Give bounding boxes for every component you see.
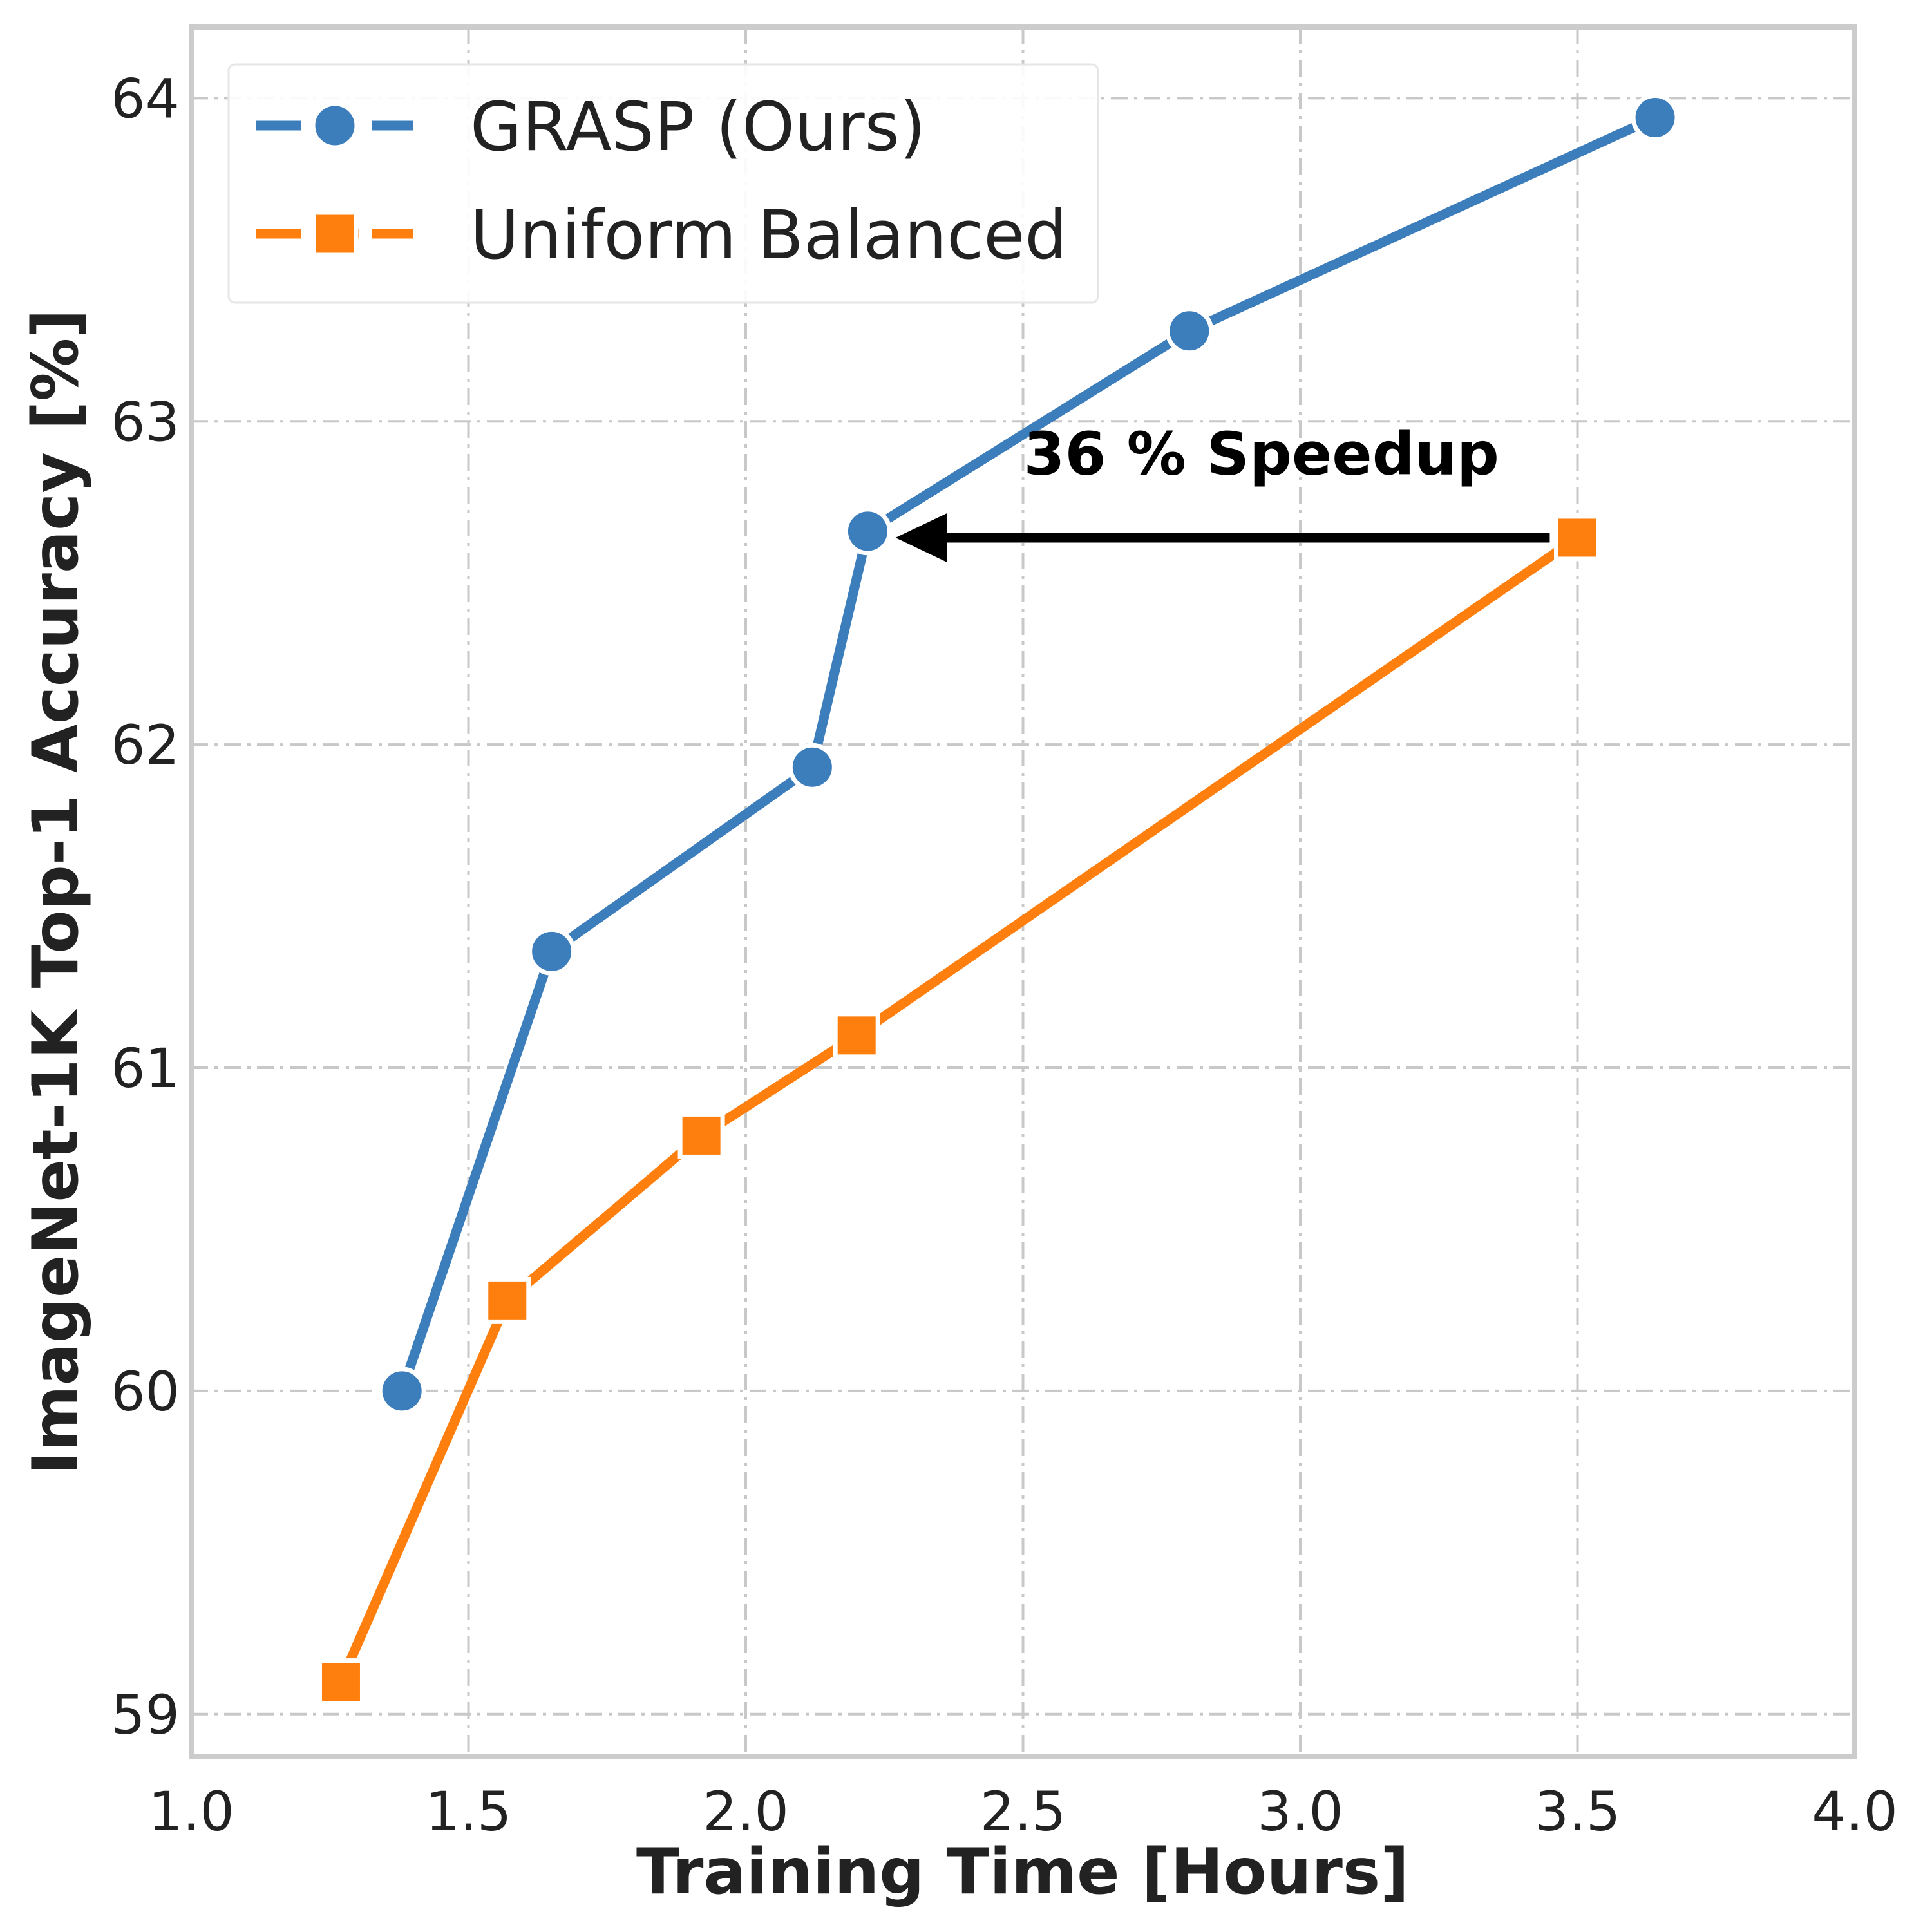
y-tick-label: 59 [111,1683,180,1747]
x-tick-label: 2.0 [703,1780,789,1843]
data-point [317,1658,365,1706]
legend-label: GRASP (Ours) [470,88,925,166]
data-point [788,743,837,791]
legend-entry: GRASP (Ours) [256,88,925,166]
y-tick-label: 64 [111,67,180,130]
x-tick-label: 3.5 [1535,1780,1621,1843]
y-tick-label: 61 [111,1037,180,1100]
series-uniform-balanced [317,514,1601,1706]
series-line [397,113,1660,1396]
legend-marker [310,101,359,150]
plot-frame [189,24,1857,1759]
series-layer [317,93,1680,1706]
tick-labels: 1.0 1.5 2.0 2.5 3.0 3.5 4.0 59 60 61 62 63 64 [111,67,1898,1843]
data-point [1631,93,1680,142]
y-axis-title: ImageNet-1K Top-1 Accuracy [%] [19,309,93,1475]
legend-marker [311,210,359,258]
legend-entry: Uniform Balanced [256,196,1067,274]
legend: GRASP (Ours) Uniform Balanced [227,63,1099,304]
data-point [843,507,892,556]
y-tick-label: 62 [111,714,180,777]
data-point [527,927,576,976]
series-grasp [377,93,1680,1416]
x-axis-title: Training Time [Hours] [636,1835,1409,1909]
data-point [833,1012,880,1059]
x-tick-label: 4.0 [1812,1780,1898,1843]
data-point [377,1367,426,1416]
data-point [484,1276,531,1324]
x-tick-label: 1.0 [148,1780,234,1843]
speedup-annotation: 36 % Speedup [1024,419,1499,488]
x-tick-label: 1.5 [426,1780,512,1843]
legend-box [227,63,1099,304]
series-line [336,533,1582,1687]
x-tick-label: 2.5 [980,1780,1066,1843]
annotation-layer: 36 % Speedup [895,419,1550,562]
speedup-arrow-head [895,513,947,562]
data-point [1554,514,1601,562]
x-tick-label: 3.0 [1257,1780,1343,1843]
y-tick-label: 60 [111,1360,180,1423]
legend-label: Uniform Balanced [470,196,1067,274]
data-point [677,1112,725,1159]
y-tick-label: 63 [111,390,180,453]
data-point [1165,307,1214,355]
